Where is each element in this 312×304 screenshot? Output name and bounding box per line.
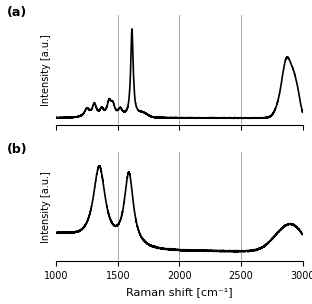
Y-axis label: Intensity [a.u.]: Intensity [a.u.]: [41, 171, 51, 243]
Text: (b): (b): [7, 143, 27, 156]
Y-axis label: Intensity [a.u.]: Intensity [a.u.]: [41, 34, 51, 106]
X-axis label: Raman shift [cm⁻¹]: Raman shift [cm⁻¹]: [126, 287, 233, 297]
Text: (a): (a): [7, 6, 27, 19]
